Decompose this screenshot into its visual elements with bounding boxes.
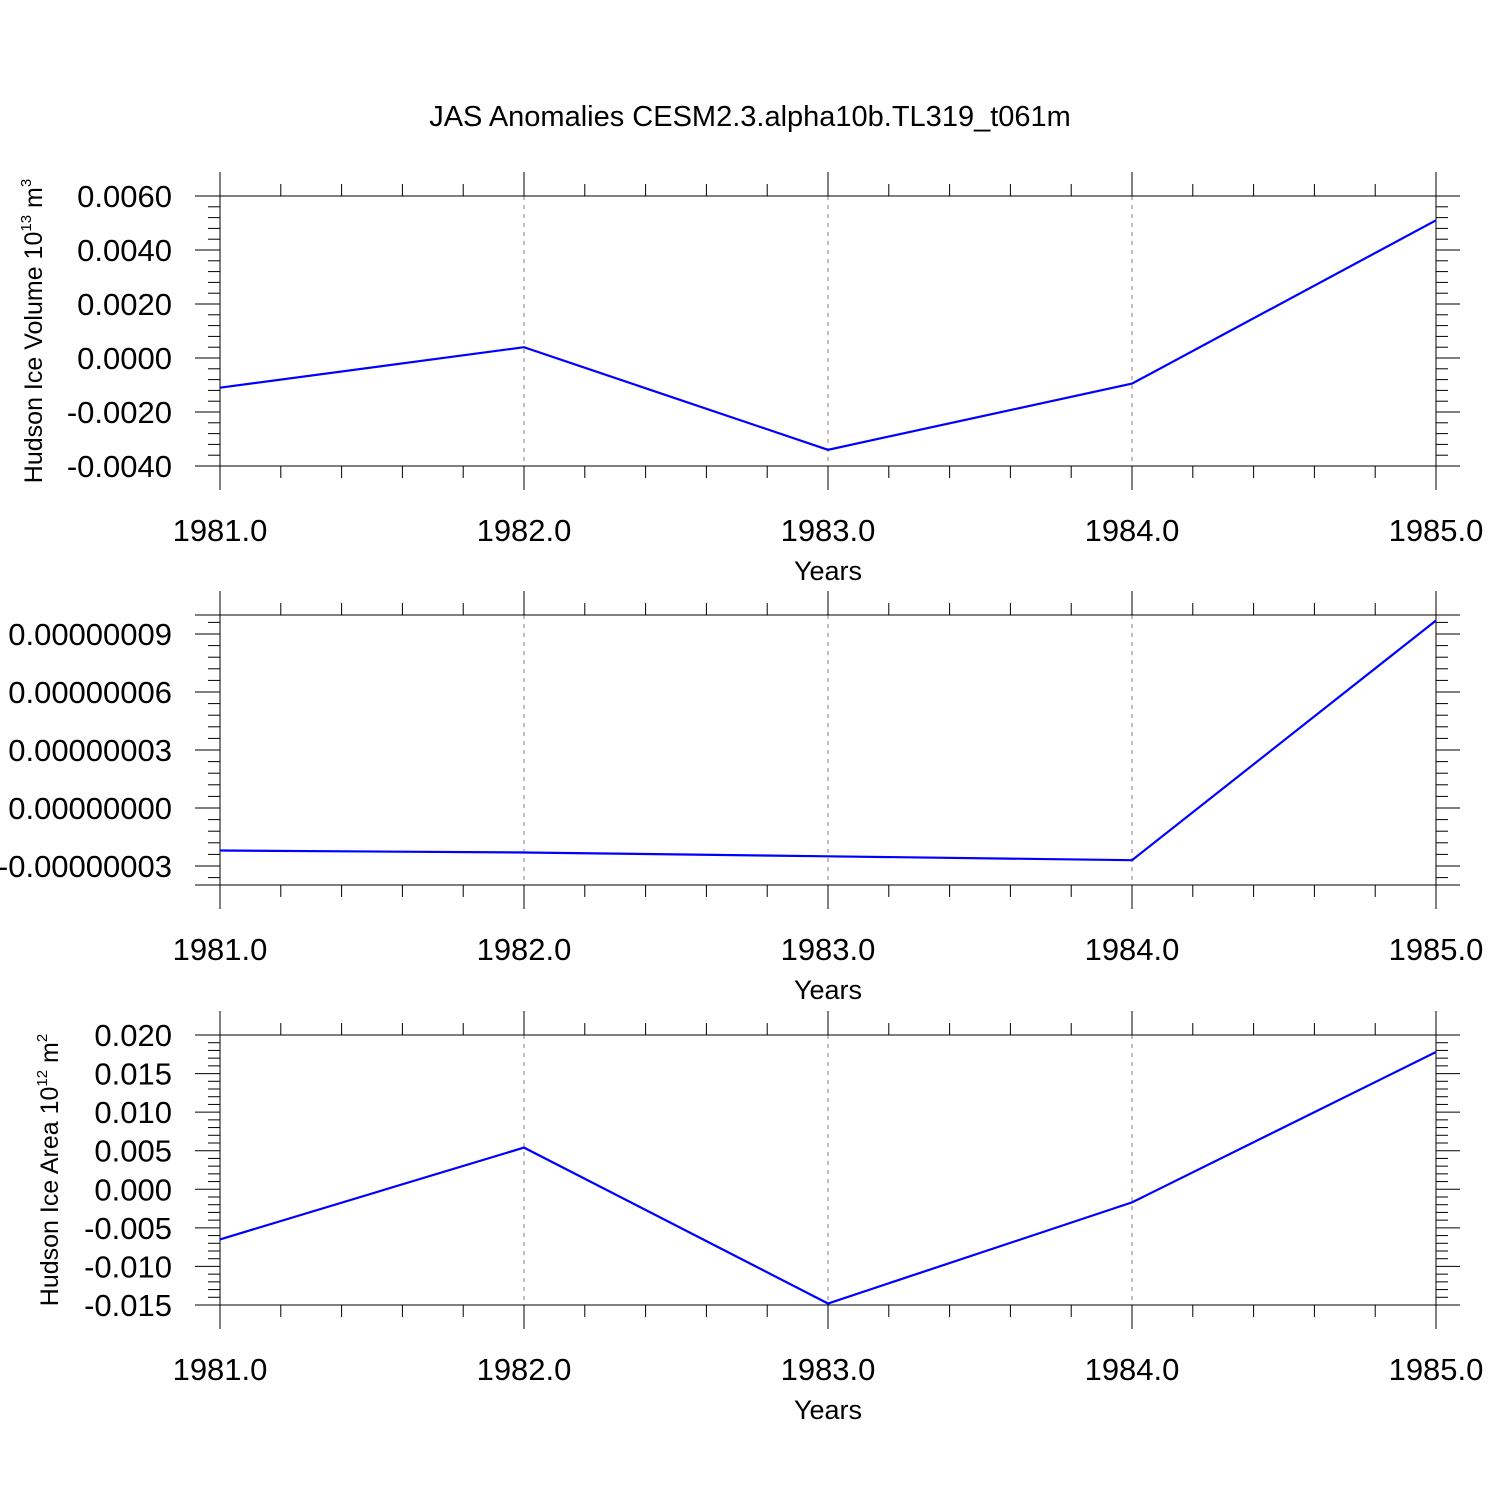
- x-tick-label: 1982.0: [477, 932, 572, 967]
- y-tick-label: 0.00000006: [8, 675, 172, 710]
- x-tick-label: 1982.0: [477, 513, 572, 548]
- y-axis-label: Hudson Ice Area 1012 m2: [34, 1034, 64, 1306]
- y-tick-label: -0.00000003: [0, 849, 172, 884]
- y-tick-label: 0.020: [94, 1018, 172, 1053]
- x-tick-label: 1985.0: [1389, 932, 1484, 967]
- x-axis-label: Years: [794, 975, 862, 1005]
- y-tick-label: 0.015: [94, 1057, 172, 1092]
- series-line: [219, 219, 1437, 451]
- y-tick-label: 0.0040: [77, 233, 172, 268]
- y-tick-label: 0.0000: [77, 341, 172, 376]
- y-tick-label: 0.010: [94, 1095, 172, 1130]
- panel-2: 0.00000009 0.00000006 0.00000003 0.00000000…: [0, 591, 1483, 1005]
- x-tick-label: 1983.0: [781, 513, 876, 548]
- y-tick-label: 0.00000003: [8, 733, 172, 768]
- y-tick-label: 0.0060: [77, 179, 172, 214]
- y-tick-label: 0.00000009: [8, 617, 172, 652]
- x-tick-label: 1983.0: [781, 1352, 876, 1387]
- x-axis-label: Years: [794, 556, 862, 586]
- x-tick-label: 1981.0: [173, 513, 268, 548]
- y-tick-label: -0.010: [84, 1249, 172, 1284]
- x-tick-label: 1984.0: [1085, 932, 1180, 967]
- y-axis-label: Hudson Ice Volume 1013 m3: [18, 179, 48, 483]
- x-tick-label: 1982.0: [477, 1352, 572, 1387]
- x-tick-label: 1985.0: [1389, 513, 1484, 548]
- x-tick-label: 1983.0: [781, 932, 876, 967]
- x-tick-label: 1984.0: [1085, 513, 1180, 548]
- y-tick-label: -0.015: [84, 1288, 172, 1323]
- y-tick-label: -0.0020: [67, 395, 172, 430]
- y-tick-label: 0.000: [94, 1172, 172, 1207]
- panels: 0.00600.00400.00200.0000-0.0020-0.004019…: [0, 172, 1483, 1425]
- x-tick-label: 1985.0: [1389, 1352, 1484, 1387]
- panel-1: 0.00600.00400.00200.0000-0.0020-0.004019…: [18, 172, 1483, 586]
- x-tick-label: 1981.0: [173, 932, 268, 967]
- figure-title: JAS Anomalies CESM2.3.alpha10b.TL319_t06…: [429, 101, 1071, 133]
- y-tick-label: -0.0040: [67, 449, 172, 484]
- y-tick-label: -0.005: [84, 1211, 172, 1246]
- y-tick-label: 0.0020: [77, 287, 172, 322]
- y-tick-label: 0.00000000: [8, 791, 172, 826]
- series-line: [219, 619, 1437, 862]
- x-tick-label: 1984.0: [1085, 1352, 1180, 1387]
- series-line: [219, 1051, 1437, 1305]
- y-tick-label: 0.005: [94, 1134, 172, 1169]
- x-axis-label: Years: [794, 1395, 862, 1425]
- x-tick-label: 1981.0: [173, 1352, 268, 1387]
